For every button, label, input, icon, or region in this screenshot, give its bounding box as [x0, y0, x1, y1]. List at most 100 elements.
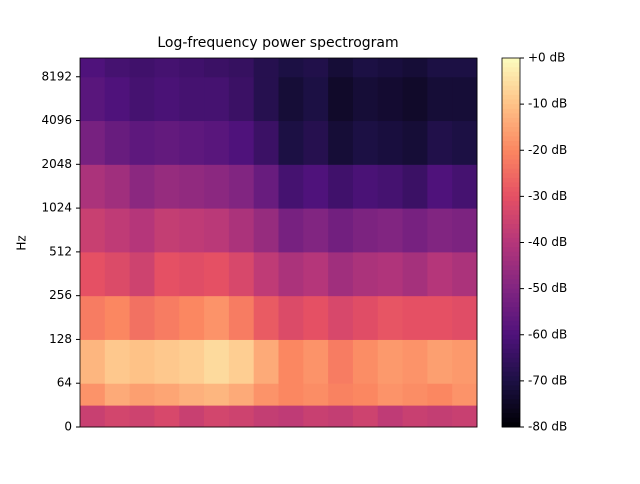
colorbar-segment [502, 205, 520, 211]
colorbar-segment [502, 200, 520, 207]
colorbar-segment [502, 177, 520, 184]
cell [253, 164, 279, 209]
colorbar-segment [502, 247, 520, 253]
cell [104, 405, 131, 428]
cell [179, 76, 205, 122]
cell [204, 120, 230, 165]
cell [328, 405, 354, 428]
cell [129, 339, 155, 384]
colorbar-segment [502, 67, 520, 73]
cell [179, 58, 205, 78]
cell [228, 383, 255, 406]
colorbar-segment [502, 394, 520, 400]
colorbar-segment [502, 136, 520, 142]
cell [352, 164, 379, 209]
cell [278, 383, 304, 406]
cell [204, 76, 230, 122]
cell [204, 295, 230, 340]
colorbar-segment [502, 224, 520, 230]
cell [253, 120, 279, 165]
cell [427, 383, 453, 406]
cell [427, 339, 453, 384]
y-tick-label: 0 [64, 420, 72, 434]
colorbar-segment [502, 104, 520, 110]
cell [154, 339, 180, 384]
chart-title: Log-frequency power spectrogram [157, 35, 398, 51]
colorbar-segment [502, 76, 520, 82]
colorbar-tick-label: -60 dB [528, 327, 567, 341]
cell [104, 339, 131, 384]
colorbar-segment [502, 150, 520, 156]
colorbar-segment [502, 233, 520, 239]
cell [253, 76, 279, 122]
y-tick-label: 4096 [41, 113, 72, 127]
colorbar-segment [502, 413, 520, 419]
colorbar-tick-label: -40 dB [528, 235, 567, 249]
colorbar-segment [502, 371, 520, 377]
cell [402, 76, 428, 122]
colorbar-segment [502, 164, 520, 170]
cell [228, 58, 255, 78]
cell [352, 58, 379, 78]
cell [278, 405, 304, 428]
colorbar-segment [502, 293, 520, 299]
cell [402, 208, 428, 253]
cell [278, 339, 304, 384]
cell [278, 208, 304, 253]
cell [352, 251, 379, 297]
y-tick-label: 512 [49, 244, 72, 258]
cell [154, 76, 180, 122]
cell [452, 405, 478, 428]
cell [80, 164, 106, 209]
y-tick-label: 1024 [41, 201, 72, 215]
cell [253, 295, 279, 340]
cell [328, 295, 354, 340]
cell [228, 76, 255, 122]
colorbar-segment [502, 196, 520, 202]
cell [228, 164, 255, 209]
cell [154, 164, 180, 209]
colorbar-segment [502, 154, 520, 160]
colorbar-segment [502, 265, 520, 271]
colorbar-segment [502, 256, 520, 262]
cell [328, 164, 354, 209]
cell [253, 58, 279, 78]
cell [129, 164, 155, 209]
cell [154, 120, 180, 165]
colorbar-segment [502, 99, 520, 105]
cell [328, 251, 354, 297]
colorbar-segment [502, 71, 520, 77]
cell [352, 383, 379, 406]
cell [303, 76, 329, 122]
cell [104, 208, 131, 253]
cell [228, 339, 255, 384]
cell [179, 120, 205, 165]
cell [303, 405, 329, 428]
cell [377, 383, 404, 406]
colorbar-segment [502, 380, 520, 386]
colorbar-segment [502, 182, 520, 188]
cell [129, 76, 155, 122]
cell [377, 339, 404, 384]
colorbar-segment [502, 399, 520, 405]
cell [80, 383, 106, 406]
cell [129, 405, 155, 428]
plot-frame [79, 57, 478, 428]
cell [402, 164, 428, 209]
colorbar-segment [502, 159, 520, 165]
cell [80, 76, 106, 122]
colorbar-segment [502, 141, 520, 147]
cell [452, 295, 478, 340]
cell [228, 208, 255, 253]
cell [80, 405, 106, 428]
cell [179, 208, 205, 253]
cell [204, 164, 230, 209]
cell [154, 251, 180, 297]
colorbar-tick-label: -80 dB [528, 420, 567, 434]
colorbar-segment [502, 173, 520, 179]
colorbar-segment [502, 422, 520, 428]
colorbar-segment [502, 214, 520, 220]
y-tick-label: 128 [49, 332, 72, 346]
cell [129, 251, 155, 297]
cell [377, 76, 404, 122]
